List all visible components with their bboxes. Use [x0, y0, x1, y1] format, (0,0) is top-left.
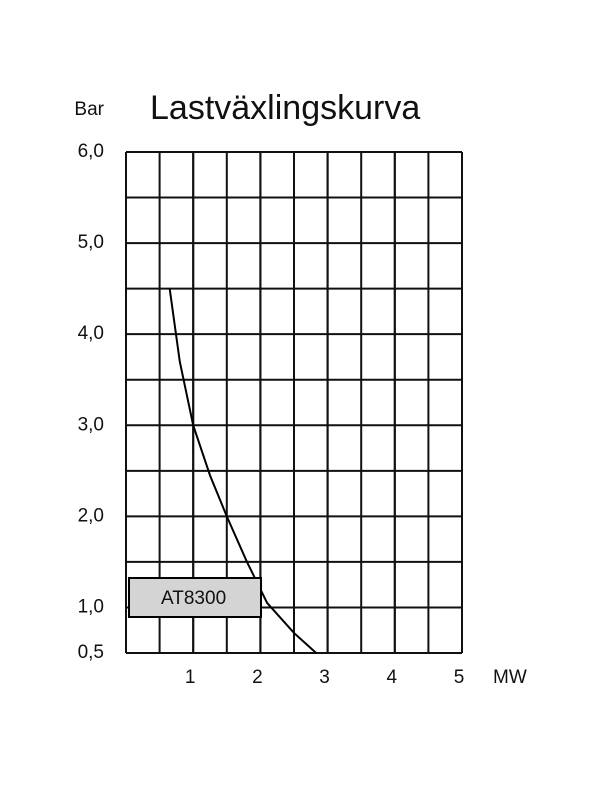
x-tick-label: 3 [319, 667, 330, 688]
legend-box [128, 577, 262, 618]
y-tick-label: 4,0 [78, 323, 104, 344]
y-tick-label: 0,5 [78, 642, 104, 663]
x-tick-label: 4 [387, 667, 398, 688]
y-tick-label: 2,0 [78, 505, 104, 526]
x-tick-label: 1 [185, 667, 196, 688]
x-axis-label: MW [493, 667, 527, 688]
legend-label: AT8300 [161, 588, 226, 609]
x-tick-label: 5 [454, 667, 465, 688]
x-tick-label: 2 [252, 667, 263, 688]
data-line [168, 288, 317, 654]
y-tick-label: 6,0 [78, 141, 104, 162]
y-tick-label: 3,0 [78, 414, 104, 435]
chart-title: Lastväxlingskurva [150, 89, 420, 127]
y-tick-label: 1,0 [78, 596, 104, 617]
y-axis-label: Bar [74, 99, 104, 120]
y-tick-label: 5,0 [78, 232, 104, 253]
